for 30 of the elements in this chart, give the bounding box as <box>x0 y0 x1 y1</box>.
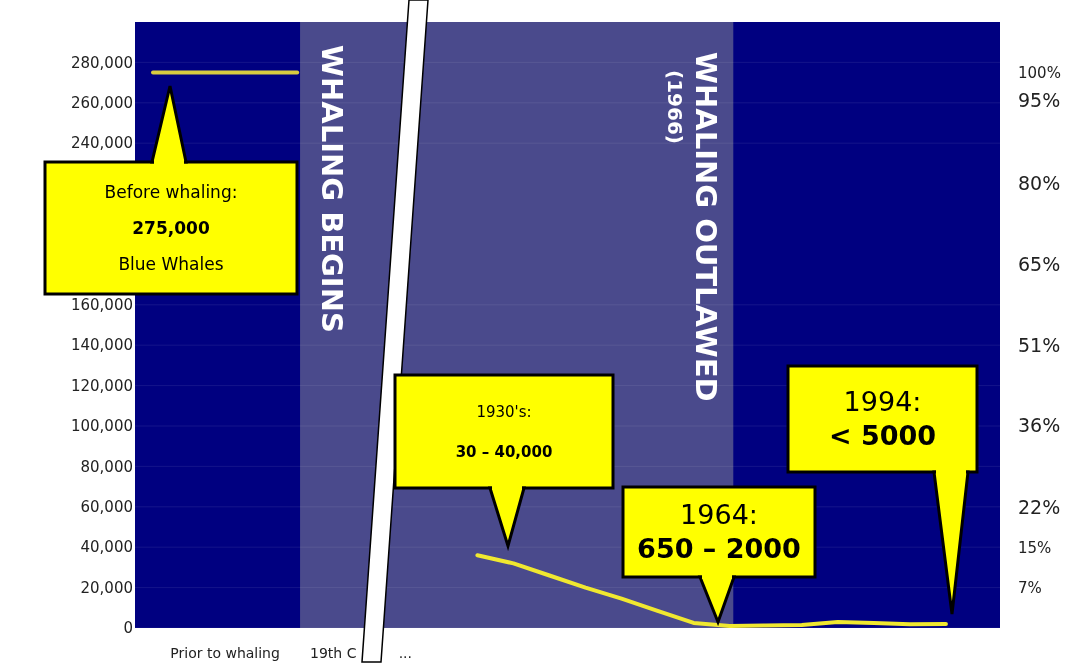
y2-tick-label: 7% <box>1018 578 1042 597</box>
y-tick-label: 40,000 <box>80 538 133 557</box>
y-tick-label: 240,000 <box>70 134 133 153</box>
annotation: 1964: 650 – 2000 <box>637 499 801 565</box>
text: 1930's: 30 – 40,000 <box>455 402 553 461</box>
x-tick-label: ... <box>398 645 412 661</box>
y2-tick-label: 15% <box>1018 538 1052 557</box>
y-tick-label: 140,000 <box>70 336 133 355</box>
annotation: 1994: < 5000 <box>828 386 937 452</box>
annotation: WHALING BEGINS <box>315 45 349 333</box>
y-tick-label: 160,000 <box>70 296 133 315</box>
y-tick-label: 20,000 <box>80 578 133 597</box>
annotation: WHALING OUTLAWED (1966) <box>663 52 723 402</box>
y2-tick-label: 65% <box>1018 253 1061 276</box>
y2-tick-label: 95% <box>1018 88 1061 111</box>
y-tick-label: 0 <box>123 619 133 638</box>
y2-tick-label: 100% <box>1018 63 1061 82</box>
y-tick-label: 280,000 <box>70 53 133 72</box>
x-tick-label: Prior to whaling <box>170 645 280 661</box>
y2-tick-label: 80% <box>1018 172 1061 195</box>
x-tick-label: 19th C <box>310 645 357 661</box>
y-tick-label: 100,000 <box>70 417 133 436</box>
y-tick-label: 80,000 <box>80 457 133 476</box>
y2-tick-label: 36% <box>1018 414 1061 437</box>
y2-tick-label: 51% <box>1018 333 1061 356</box>
annotation: Before whaling: 275,000 Blue Whales <box>104 181 238 274</box>
y-tick-label: 60,000 <box>80 498 133 517</box>
y-tick-label: 120,000 <box>70 376 133 395</box>
y2-tick-label: 22% <box>1018 495 1061 518</box>
y-tick-label: 260,000 <box>70 94 133 113</box>
